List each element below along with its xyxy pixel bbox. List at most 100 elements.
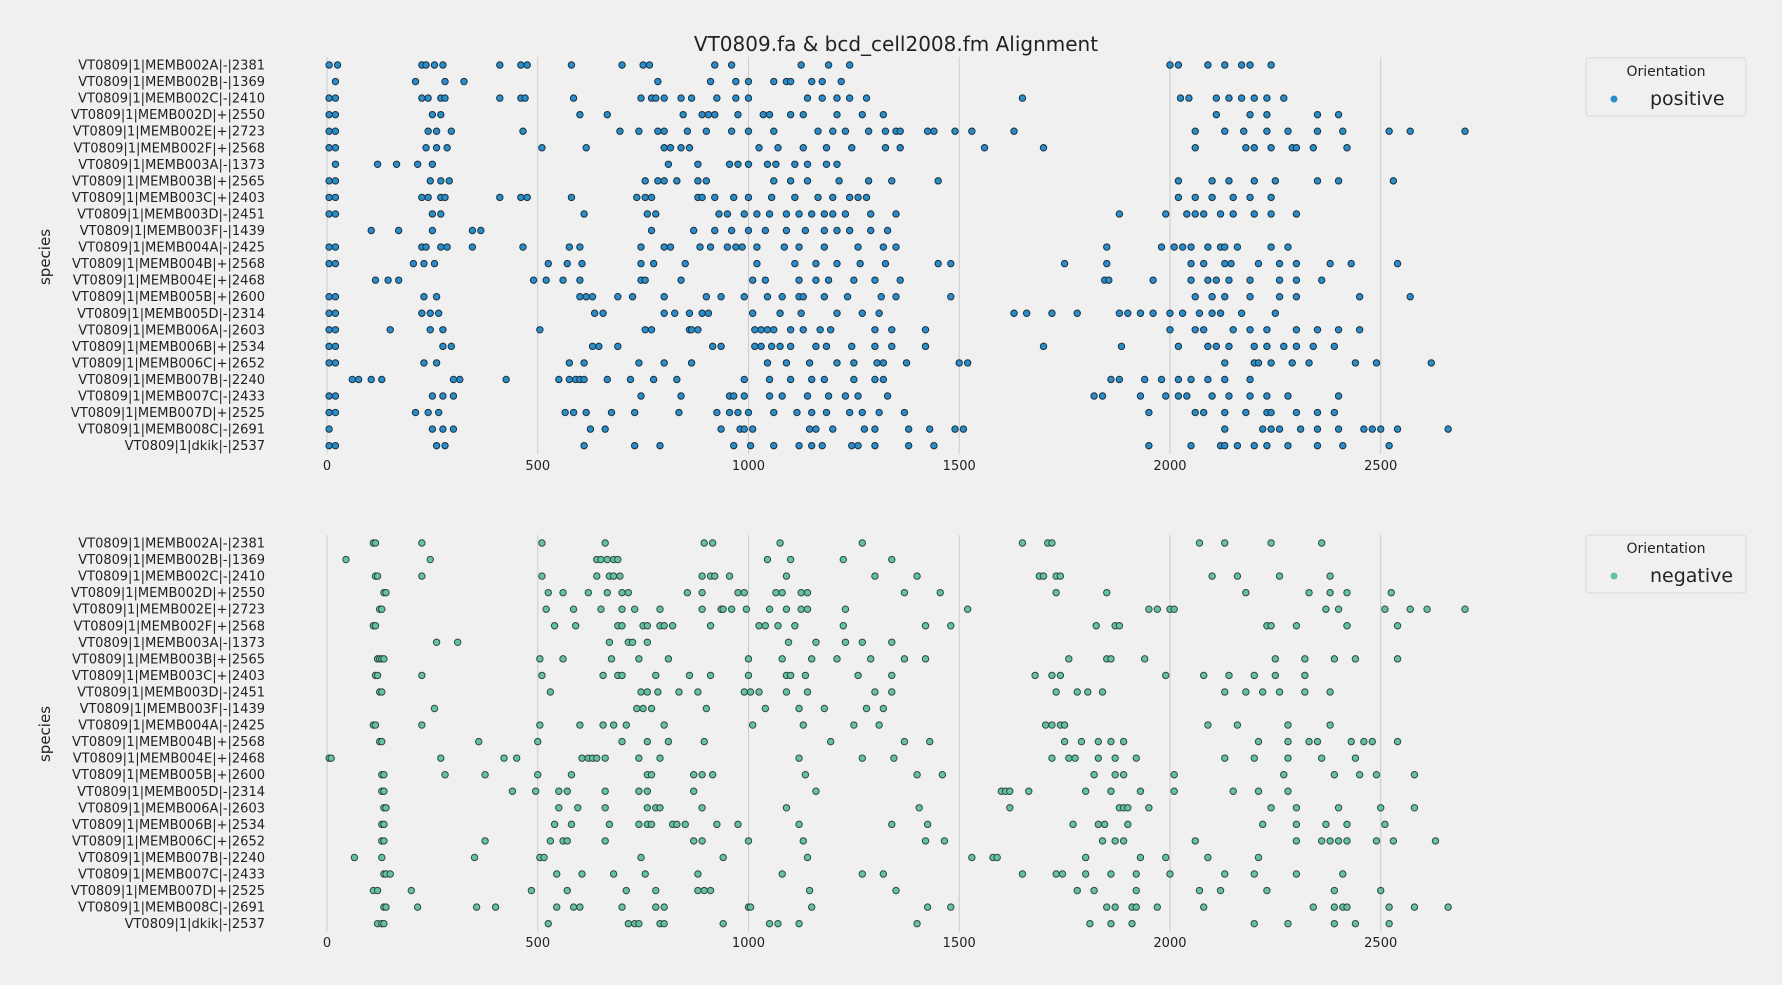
panel-1-data-point [428, 425, 437, 433]
panel-2-data-point [923, 903, 932, 911]
panel-1-data-point [835, 177, 843, 185]
panel-1-data-point [1174, 392, 1183, 400]
panel-2-data-point [803, 588, 812, 597]
panel-2-data-point [1393, 737, 1402, 746]
panel-1-data-point [1178, 309, 1187, 317]
panel-2-data-point [1330, 919, 1339, 928]
panel-1-data-point [331, 309, 340, 317]
panel-2-data-point [563, 837, 571, 845]
panel-1-data-point [947, 259, 955, 268]
panel-2-data-point [540, 853, 548, 862]
panel-2-data-point [1006, 787, 1014, 795]
panel-1-data-point [1461, 127, 1469, 135]
panel-2-data-point [1071, 754, 1079, 762]
panel-1-data-point [1216, 309, 1225, 317]
panel-2-data-point [774, 919, 782, 928]
panel-2-data-point [508, 787, 517, 795]
panel-2-data-point [1107, 737, 1115, 746]
panel-1-data-point [1199, 408, 1208, 417]
panel-2-data-point [550, 820, 559, 829]
panel-1-data-point [782, 226, 791, 235]
panel-1-data-point [1246, 392, 1254, 400]
panel-1-data-point [645, 61, 654, 69]
panel-2-data-point [1301, 688, 1309, 696]
panel-1-data-point [1263, 127, 1271, 135]
panel-1-data-point [1313, 177, 1322, 185]
panel-1-data-point [864, 127, 873, 135]
panel-1-data-point [1212, 276, 1221, 284]
panel-1-data-point [1275, 259, 1284, 268]
panel-1-data-point [441, 441, 449, 450]
panel-2-data-point [601, 539, 609, 547]
panel-2-data-point [1170, 787, 1178, 795]
panel-1-data-point [746, 441, 755, 450]
panel-2-data-point [654, 688, 662, 696]
panel-1-data-point [959, 425, 968, 433]
panel-2-data-point [576, 721, 584, 729]
panel-2-data-point [685, 671, 694, 680]
panel-1-data-point [860, 425, 869, 433]
panel-1-data-point [1427, 359, 1435, 367]
panel-1-data-point [449, 392, 458, 400]
panel-2-data-point [643, 638, 652, 646]
panel-2-data-point [538, 572, 546, 580]
panel-1-data-point [803, 177, 812, 185]
panel-1-data-point [567, 61, 576, 69]
panel-2-data-point [571, 622, 580, 630]
panel-2-data-point [706, 671, 715, 680]
panel-2-data-point [1107, 655, 1115, 663]
panel-1-data-point [833, 160, 841, 169]
panel-2-data-point [567, 771, 576, 779]
panel-2-data-point [413, 903, 422, 911]
panel-1-data-point [854, 243, 862, 251]
panel-1-data-point [723, 243, 732, 251]
panel-1-data-point [850, 276, 858, 284]
panel-1-data-point [1250, 210, 1258, 218]
panel-2-data-point [378, 688, 386, 696]
panel-1-data-point [797, 309, 805, 317]
panel-2-data-point [603, 588, 611, 597]
panel-2-data-point [1330, 771, 1339, 779]
panel-1-data-point [1212, 94, 1221, 102]
panel-1-data-point [580, 375, 588, 384]
panel-2-data-point [553, 903, 561, 911]
panel-1-data-point [1267, 408, 1275, 417]
panel-2-data-point [740, 588, 748, 597]
panel-1-data-point [1246, 193, 1254, 202]
panel-2-data-point [371, 622, 380, 630]
panel-1-y-tick-label: VT0809|1|MEMB003D|-|2451 [77, 207, 265, 222]
panel-1-data-point [502, 375, 510, 384]
panel-1-data-point [439, 326, 447, 334]
panel-1-data-point [628, 293, 637, 301]
panel-2-data-point [1385, 903, 1393, 911]
panel-2-data-point [1107, 919, 1115, 928]
panel-1-data-point [1313, 110, 1322, 119]
panel-1-data-point [1263, 326, 1271, 334]
panel-2-data-point [1132, 886, 1140, 895]
panel-1-data-point [1208, 309, 1216, 317]
panel-1-data-point [713, 94, 721, 102]
panel-1-y-tick-label: VT0809|1|MEMB002F|+|2568 [73, 141, 265, 156]
panel-2-data-point [1094, 820, 1103, 829]
panel-1-data-point [744, 193, 753, 202]
panel-1-data-point [449, 425, 458, 433]
panel-2-data-point [380, 771, 388, 779]
panel-2-data-point [1389, 837, 1398, 845]
panel-2-data-point [826, 737, 835, 746]
panel-1-data-point [1166, 61, 1174, 69]
panel-2-y-tick-label: VT0809|1|MEMB006B|+|2534 [72, 818, 265, 833]
panel-2-data-point [531, 787, 540, 795]
panel-1-data-point [1174, 375, 1183, 384]
panel-2-data-point [799, 721, 807, 729]
panel-1-y-tick-label: VT0809|1|MEMB006C|+|2652 [72, 356, 265, 371]
panel-2-data-point [689, 771, 698, 779]
panel-2-data-point [795, 919, 803, 928]
panel-1-data-point [875, 408, 883, 417]
panel-1-data-point [888, 177, 896, 185]
panel-1-data-point [717, 342, 725, 351]
panel-2-data-point [940, 837, 949, 845]
panel-1-data-point [569, 408, 578, 417]
panel-2-data-point [1119, 737, 1128, 746]
panel-2-data-point [1086, 919, 1094, 928]
panel-1-data-point [1254, 259, 1263, 268]
